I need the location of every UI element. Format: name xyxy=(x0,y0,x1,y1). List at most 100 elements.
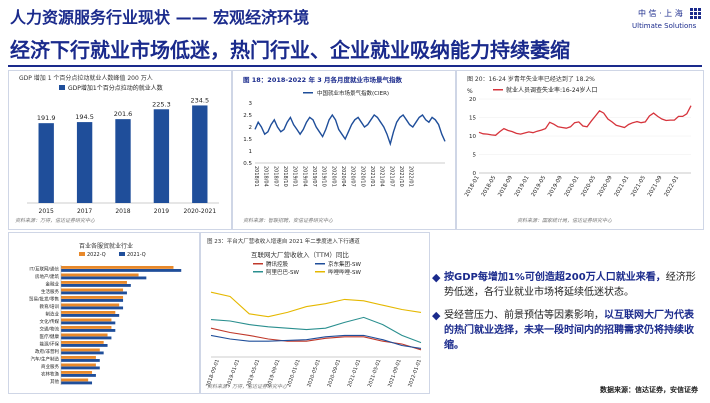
x-tick-label: 2018-05 xyxy=(481,175,498,198)
bar xyxy=(153,109,170,203)
chart5-source: 资料来源：万得，信达证券研究中心 xyxy=(207,384,288,390)
x-tick-label: 2020/01 xyxy=(330,166,336,187)
x-tick-label: 2020-05 xyxy=(580,175,597,198)
legend-swatch xyxy=(315,271,325,273)
x-tick-label: 2018/01 xyxy=(253,166,259,187)
legend-label: 哔哩哔哩-SW xyxy=(328,268,361,276)
x-tick-label: 2019/07 xyxy=(311,166,317,187)
x-tick-label: 2018 xyxy=(115,208,130,215)
bar xyxy=(61,291,127,295)
bar xyxy=(61,351,104,355)
logo-cn-text: 中 信 · 上 海 xyxy=(638,9,683,18)
bar xyxy=(61,318,112,322)
bar xyxy=(61,381,93,385)
x-tick-label: 2018-09 xyxy=(497,175,514,198)
bar xyxy=(61,321,116,325)
x-tick-label: 2022-01 xyxy=(664,175,681,198)
y-tick-label: 0 xyxy=(473,171,477,177)
bar xyxy=(61,266,174,269)
bar xyxy=(61,276,147,280)
chart1-caption: GDP 增加 1 个百分点拉动就业人数峰值 200 万人 xyxy=(19,75,153,82)
bar xyxy=(61,306,124,310)
bar xyxy=(61,374,96,377)
x-tick-label: 2021-09-01 xyxy=(387,359,403,388)
x-tick-label: 2020-01 xyxy=(564,175,581,198)
legend-label: 阿里巴巴-SW xyxy=(266,268,299,276)
legend-label: 京东集团-SW xyxy=(328,260,361,268)
x-tick-label: 2021/10 xyxy=(398,166,404,187)
industry-employment-chart-panel: 百业各服贸就业行业 2022-Q 2021-Q IT/互联网/通信 房地产/建筑 金融业… xyxy=(8,232,200,394)
gdp-employment-bar-chart: GDP增加1个百分点拉动的就业人数 191.9 2015 194.5 2017 201.6… xyxy=(27,84,219,215)
bar-value-label: 201.6 xyxy=(114,110,133,118)
x-tick-label: 2020-05-01 xyxy=(306,359,322,388)
chart2-caption: 图 18：2018-2022 年 3 月各月度就业市场景气指数 xyxy=(243,76,402,84)
legend-label: GDP增加1个百分点拉动的就业人数 xyxy=(68,84,163,92)
bar xyxy=(61,366,100,370)
company-logo: 中 信 · 上 海 Ultimate Solutions xyxy=(628,6,706,36)
x-tick-label: 2020-09-01 xyxy=(327,359,343,388)
bar xyxy=(61,303,120,307)
cier-index-line-chart: 中国就业市场景气指数(CIER) 0.5 1 1.5 2 2.5 3 2018/01 2018/… xyxy=(243,89,446,187)
bar xyxy=(61,299,124,302)
y-category-label: 教育/培训 xyxy=(39,303,59,310)
logo-en-text: Ultimate Solutions xyxy=(632,22,697,30)
x-tick-label: 2019/10 xyxy=(321,166,327,187)
x-tick-label: 2021/01 xyxy=(369,166,375,187)
y-tick-label: 2 xyxy=(249,125,253,131)
x-tick-label: 2020/10 xyxy=(359,166,365,187)
key-points: ◆ 按GDP每增加1%可创造超200万人口就业来看，经济形势低迷，各行业就业市场将… xyxy=(430,270,702,361)
bar xyxy=(61,336,112,340)
bar xyxy=(61,333,108,337)
youth-unemployment-line xyxy=(478,105,692,136)
bar xyxy=(61,344,108,347)
x-tick-label: 2019-05 xyxy=(531,175,548,198)
x-tick-label: 2020-01-01 xyxy=(286,359,302,388)
y-category-label: 房地产/建筑 xyxy=(35,273,60,280)
series-line xyxy=(210,291,422,318)
x-tick-label: 2022-01-01 xyxy=(407,359,423,388)
y-category-label: 政府/非营利 xyxy=(35,348,60,355)
chart2-source: 资料来源：智联招聘，安信证券研究中心 xyxy=(243,218,334,224)
legend-label: 2021-Q xyxy=(127,252,146,258)
bar-value-label: 194.5 xyxy=(75,113,94,121)
legend-swatch xyxy=(493,89,503,91)
legend-swatch xyxy=(253,263,263,265)
y-tick-label: 1.5 xyxy=(243,137,252,143)
title-divider xyxy=(8,65,702,67)
cier-index-chart-panel: 图 18：2018-2022 年 3 月各月度就业市场景气指数 中国就业市场景气… xyxy=(232,70,456,230)
legend-swatch xyxy=(253,271,263,273)
y-category-label: 贸易/批发/零售 xyxy=(29,295,60,302)
legend-swatch xyxy=(79,252,85,256)
bar xyxy=(61,314,120,317)
bar xyxy=(61,371,93,374)
series-line xyxy=(210,316,422,344)
x-tick-label: 2020/07 xyxy=(350,166,356,187)
chart3-caption: 图 20：16-24 岁青年失业率已经达到了 18.2% xyxy=(467,76,595,83)
y-category-label: 其他 xyxy=(50,378,59,385)
bar xyxy=(61,288,124,292)
chart1-source: 资料来源：万得，信达证券研究中心 xyxy=(15,218,96,224)
x-tick-label: 2019-01 xyxy=(514,175,531,198)
x-tick-label: 2021/07 xyxy=(388,166,394,187)
y-category-label: 医疗/健康 xyxy=(39,333,59,340)
bar xyxy=(61,326,112,329)
bar xyxy=(61,296,124,299)
bar-value-label: 225.3 xyxy=(152,100,171,108)
bar xyxy=(61,363,96,367)
bar xyxy=(61,273,139,277)
y-tick-label: 0.5 xyxy=(243,161,252,167)
bar-value-label: 234.5 xyxy=(190,96,209,104)
x-tick-label: 2018-01 xyxy=(464,175,481,198)
footer-source: 数据来源：信达证券，安信证券 xyxy=(600,386,698,394)
logo-grid-icon xyxy=(690,8,701,19)
legend-swatch xyxy=(303,92,313,94)
bullet-dot-icon: ◆ xyxy=(432,309,441,322)
bullet-1-rest: 经济形势低迷，各行业就业市场将延续低迷状态。 xyxy=(444,272,696,298)
bar xyxy=(61,311,116,314)
series-line xyxy=(210,327,422,351)
y-category-label: 汽车/生产制造 xyxy=(30,355,59,362)
x-tick-label: 2019 xyxy=(154,208,169,215)
x-tick-label: 2022/01 xyxy=(408,166,414,187)
y-tick-label: 10 xyxy=(469,134,476,140)
